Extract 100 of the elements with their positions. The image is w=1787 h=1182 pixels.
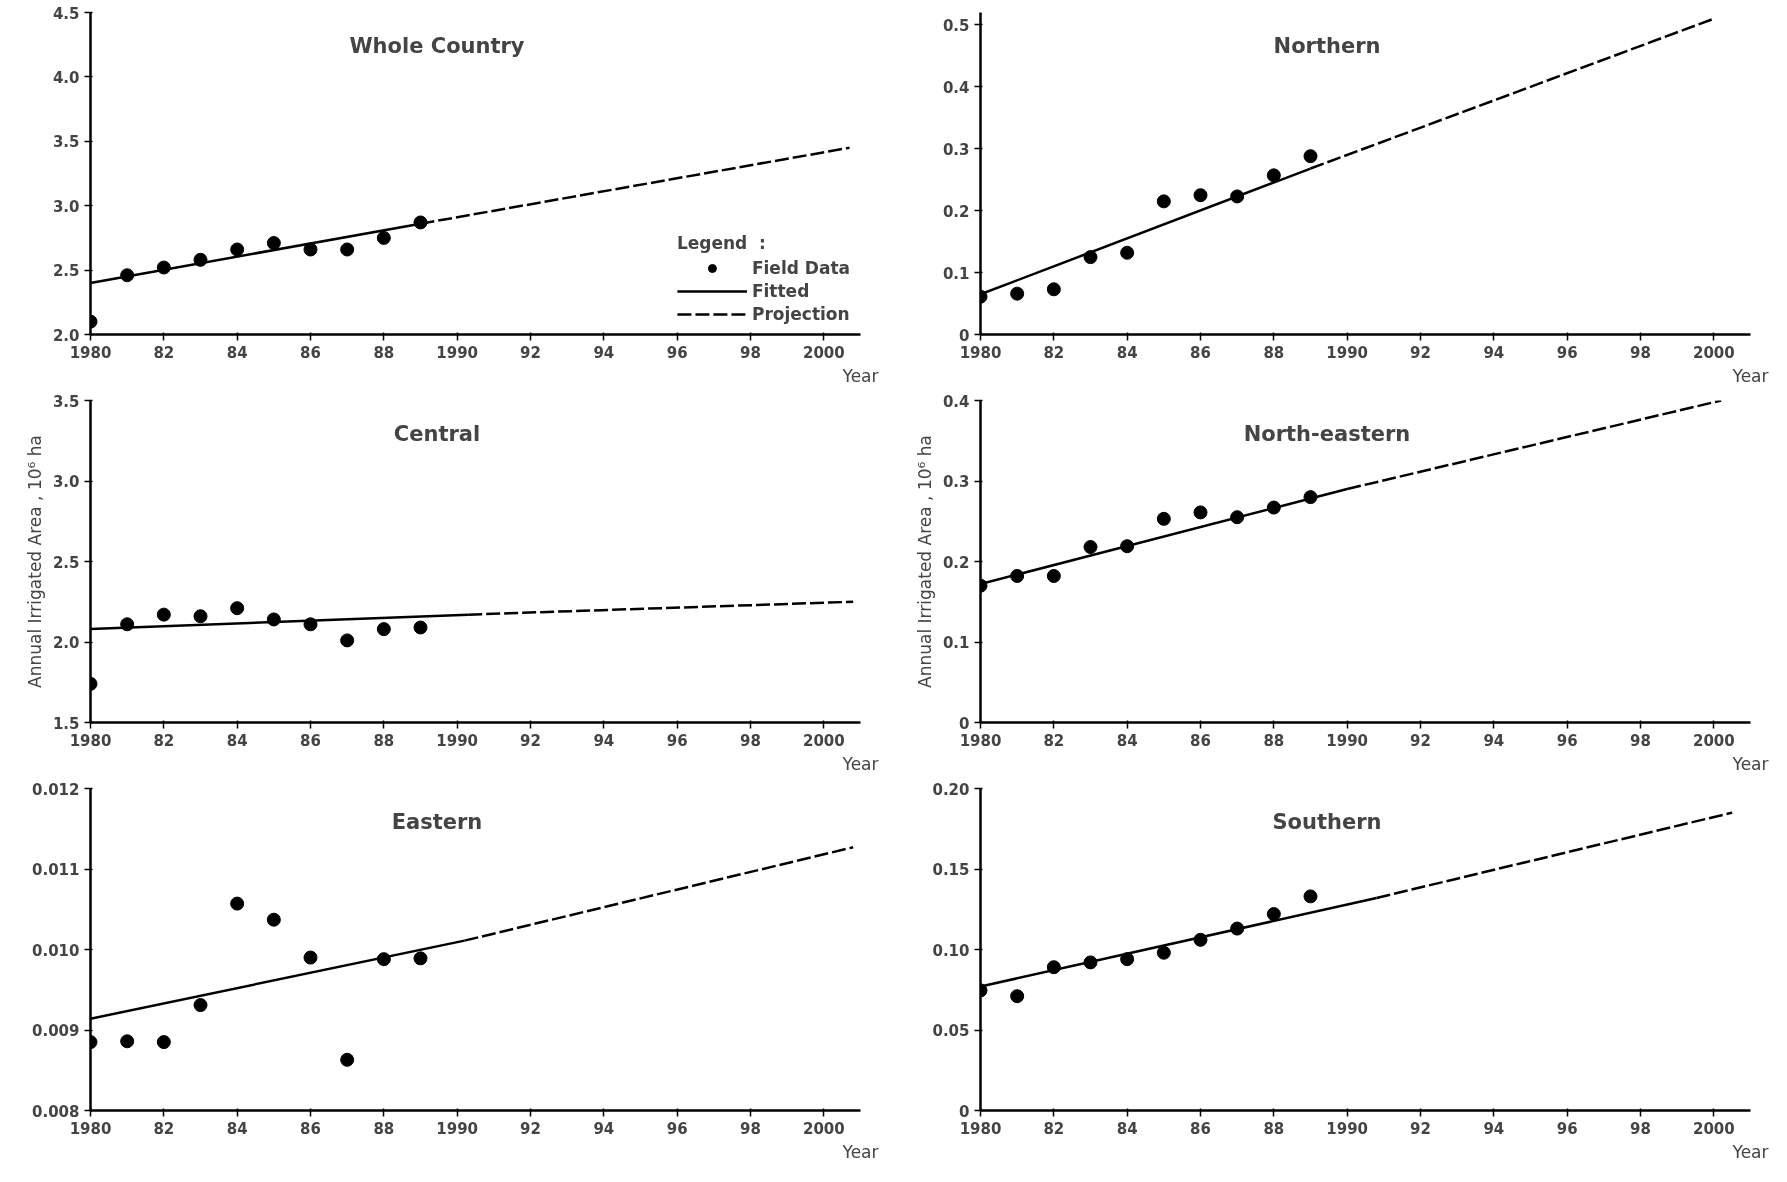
y-tick-label: 0: [959, 1102, 970, 1121]
y-tick-label: 0.1: [942, 634, 970, 652]
x-tick-label: 82: [1043, 1119, 1065, 1138]
x-tick-label: 1980: [959, 731, 1002, 750]
x-tick-label: 96: [1556, 1119, 1578, 1138]
x-tick-label: 86: [1190, 1119, 1211, 1138]
text: Central: [393, 421, 481, 446]
x-tick-label: 1980: [69, 1119, 112, 1138]
x-tick-label: 98: [740, 1119, 761, 1138]
x-tick-label: 92: [1410, 731, 1431, 750]
x-axis-title: Year: [841, 1141, 879, 1162]
x-tick-label: 98: [740, 731, 761, 750]
x-tick-label: 1990: [436, 343, 479, 362]
x-tick-label: 94: [1483, 731, 1505, 750]
x-tick-label: 94: [1483, 343, 1505, 362]
y-tick-label: 0.2: [942, 553, 970, 572]
y-tick-label: 4.0: [52, 68, 80, 87]
x-tick-label: 92: [1410, 1119, 1431, 1138]
y-tick-label: 0.008: [32, 1102, 80, 1121]
x-tick-label: 98: [1630, 343, 1651, 362]
y-tick-label: 3.0: [52, 473, 80, 491]
x-tick-label: 84: [226, 731, 248, 750]
x-tick-label: 82: [153, 1119, 175, 1138]
x-axis-title: Year: [1731, 1141, 1769, 1162]
x-tick-label: 86: [300, 343, 321, 362]
x-tick-label: 88: [373, 1119, 395, 1138]
text: Eastern: [391, 809, 483, 834]
text: Whole Country: [349, 33, 525, 58]
y-tick-label: 0.009: [32, 1022, 80, 1040]
text: Southern: [1272, 809, 1382, 834]
y-tick-label: 0: [959, 714, 970, 733]
legend-label: Field Data: [751, 258, 850, 278]
x-tick-label: 96: [666, 731, 688, 750]
text: North-eastern: [1243, 421, 1411, 446]
x-tick-label: 92: [520, 343, 541, 362]
x-tick-label: 94: [593, 343, 615, 362]
x-tick-label: 1980: [959, 343, 1002, 362]
x-tick-label: 84: [226, 1119, 248, 1138]
x-tick-label: 88: [1263, 731, 1285, 750]
y-tick-label: 0.20: [932, 780, 970, 799]
x-tick-label: 82: [1043, 731, 1065, 750]
x-tick-label: 1990: [1326, 1119, 1369, 1138]
x-tick-label: 82: [153, 731, 175, 750]
x-tick-label: 1980: [69, 731, 112, 750]
x-tick-label: 84: [1116, 1119, 1138, 1138]
y-tick-label: 0.10: [932, 941, 970, 960]
x-tick-label: 98: [1630, 1119, 1651, 1138]
y-tick-label: 4.5: [52, 4, 80, 23]
x-tick-label: 1980: [69, 343, 112, 362]
x-axis-title: Year: [1731, 753, 1769, 774]
x-tick-label: 84: [1116, 731, 1138, 750]
y-tick-label: 0.2: [942, 202, 970, 221]
x-tick-label: 82: [153, 343, 175, 362]
x-axis-title: Year: [841, 365, 879, 386]
x-tick-label: 2000: [802, 731, 845, 750]
y-tick-label: 0.05: [932, 1022, 970, 1040]
x-tick-label: 2000: [802, 343, 845, 362]
x-tick-label: 86: [1190, 731, 1211, 750]
x-tick-label: 88: [1263, 1119, 1285, 1138]
x-tick-label: 96: [666, 1119, 688, 1138]
y-tick-label: 2.5: [52, 553, 80, 572]
x-tick-label: 96: [1556, 731, 1578, 750]
x-tick-label: 1980: [959, 1119, 1002, 1138]
x-tick-label: 88: [373, 343, 395, 362]
x-tick-label: 92: [1410, 343, 1431, 362]
x-tick-label: 2000: [1692, 1119, 1735, 1138]
x-tick-label: 94: [1483, 1119, 1505, 1138]
x-tick-label: 88: [373, 731, 395, 750]
x-tick-label: 82: [1043, 343, 1065, 362]
y-tick-label: 2.0: [52, 634, 80, 652]
x-tick-label: 1990: [436, 731, 479, 750]
x-axis-title: Year: [1731, 365, 1769, 386]
x-axis-title: Year: [841, 753, 879, 774]
y-axis-title: Annual Irrigated Area , 10⁶ ha: [24, 435, 45, 688]
x-tick-label: 84: [226, 343, 248, 362]
x-tick-label: 88: [1263, 343, 1285, 362]
y-tick-label: 0.4: [942, 78, 970, 97]
x-tick-label: 98: [740, 343, 761, 362]
x-tick-label: 96: [666, 343, 688, 362]
legend-label: Fitted: [751, 281, 810, 301]
y-tick-label: 2.0: [52, 326, 80, 345]
y-tick-label: 2.5: [52, 262, 80, 281]
x-tick-label: 92: [520, 731, 541, 750]
y-tick-label: 0.5: [942, 16, 970, 35]
x-tick-label: 1990: [436, 1119, 479, 1138]
y-tick-label: 3.5: [52, 392, 80, 411]
x-tick-label: 96: [1556, 343, 1578, 362]
x-tick-label: 94: [593, 731, 615, 750]
x-tick-label: 2000: [1692, 731, 1735, 750]
y-tick-label: 0.3: [942, 473, 970, 491]
x-tick-label: 84: [1116, 343, 1138, 362]
text: Northern: [1273, 33, 1381, 58]
y-axis-title: Annual Irrigated Area , 10⁶ ha: [914, 435, 935, 688]
y-tick-label: 0: [959, 326, 970, 345]
x-tick-label: 1990: [1326, 731, 1369, 750]
x-tick-label: 86: [300, 731, 321, 750]
x-tick-label: 86: [300, 1119, 321, 1138]
x-tick-label: 2000: [1692, 343, 1735, 362]
x-tick-label: 86: [1190, 343, 1211, 362]
y-tick-label: 1.5: [52, 714, 80, 733]
